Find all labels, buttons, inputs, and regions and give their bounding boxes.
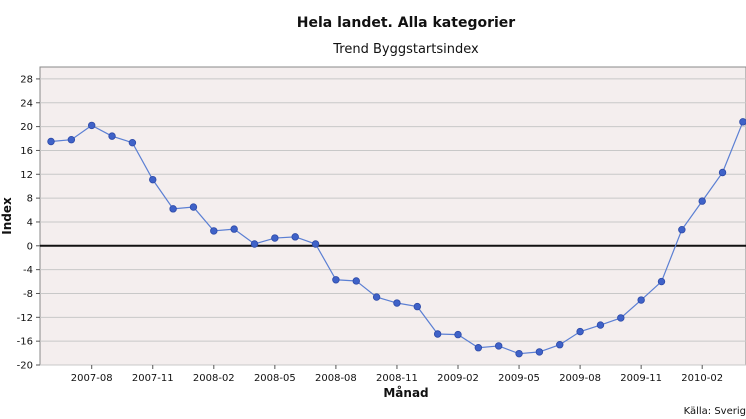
data-point [474,344,483,352]
y-tick-label: 4 [27,217,33,228]
x-axis-label: Månad [383,386,428,400]
data-point [678,226,686,234]
plot-area [39,66,746,366]
x-tick-label: 2007-08 [71,373,113,384]
x-tick-label: 2009-08 [559,373,601,384]
data-point [332,276,340,284]
data-point [576,327,584,336]
data-point [393,299,401,307]
x-tick-label: 2008-05 [254,373,296,384]
y-tick-label: -12 [17,313,33,324]
x-tick-label: 2009-11 [620,373,662,384]
data-point [311,240,320,248]
y-tick-label: 20 [20,122,33,133]
data-point [169,205,177,213]
data-point [47,137,55,146]
y-axis-label: Index [0,197,14,235]
chart-subtitle: Trend Byggstartsindex [332,42,479,57]
source-note: Källa: Sverig [684,406,746,417]
x-tick-label: 2008-11 [376,373,418,384]
data-point [87,121,96,130]
axes: 28 24 20 16 12 8 4 0 -4 -8 -12 -16 -20 2007-08 2007-11… [17,74,723,384]
data-point [210,227,218,235]
series [47,118,746,358]
y-tick-label: 16 [20,146,33,157]
data-point [291,233,299,241]
chart-title: Hela landet. Alla kategorier [297,15,515,31]
data-point [535,348,544,356]
x-tick-label: 2010-02 [681,373,723,384]
data-point [413,302,421,311]
data-point [250,240,259,248]
data-point [739,118,746,126]
y-tick-label: 24 [20,98,33,109]
data-point [230,225,238,233]
y-tick-label: 12 [20,170,33,181]
x-tick-label: 2008-02 [193,373,235,384]
data-point [454,330,462,339]
y-tick-label: 8 [27,194,33,205]
data-point [128,138,137,147]
data-point [698,197,706,205]
data-point [657,277,666,286]
data-point [352,277,360,285]
data-point [556,341,564,349]
x-tick-label: 2008-08 [315,373,357,384]
data-point [67,136,76,144]
data-point [596,321,605,329]
data-point [637,296,645,304]
data-point [718,168,727,177]
data-point [149,175,157,184]
y-tick-label: 0 [27,241,33,252]
x-tick-label: 2007-11 [132,373,174,384]
y-tick-label: -20 [17,361,33,372]
y-tick-label: -8 [23,289,33,300]
data-point [617,314,625,322]
data-point [515,349,523,358]
data-point [271,234,279,242]
grid [40,78,746,366]
y-tick-label: 28 [20,74,33,85]
x-tick-label: 2009-05 [498,373,540,384]
x-tick-label: 2009-02 [437,373,479,384]
data-point [372,293,381,301]
data-point [108,132,116,140]
y-tick-label: -4 [23,265,33,276]
data-point [189,203,198,211]
data-point [433,330,442,338]
y-tick-label: -16 [17,337,33,348]
data-point [495,342,503,350]
